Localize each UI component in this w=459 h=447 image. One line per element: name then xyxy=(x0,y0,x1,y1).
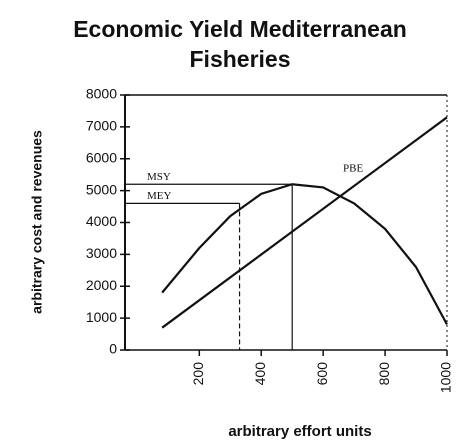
annotation: MSY xyxy=(147,171,171,183)
chart-title: Economic Yield Mediterranean Fisheries xyxy=(73,16,407,72)
x-tick-label: 400 xyxy=(252,362,268,386)
y-tick-label: 3000 xyxy=(86,245,117,261)
y-tick-label: 4000 xyxy=(86,213,117,229)
series-line xyxy=(161,116,448,329)
y-axis-label: arbitrary cost and revenues xyxy=(29,130,45,314)
annotation: PBE xyxy=(343,163,363,175)
x-axis-label: arbitrary effort units xyxy=(228,423,371,440)
x-tick-label: 1000 xyxy=(438,362,454,393)
y-tick-label: 1000 xyxy=(86,309,117,325)
y-tick-label: 2000 xyxy=(86,277,117,293)
x-tick-label: 200 xyxy=(190,362,206,386)
x-tick-label: 800 xyxy=(376,362,392,386)
y-tick-label: 8000 xyxy=(86,86,117,102)
series-line xyxy=(161,183,448,326)
y-tick-label: 6000 xyxy=(86,149,117,165)
x-tick-label: 600 xyxy=(314,362,330,386)
annotation: MEY xyxy=(147,190,172,202)
y-tick-label: 0 xyxy=(109,341,117,357)
y-tick-label: 5000 xyxy=(86,181,117,197)
y-tick-label: 7000 xyxy=(86,118,117,134)
